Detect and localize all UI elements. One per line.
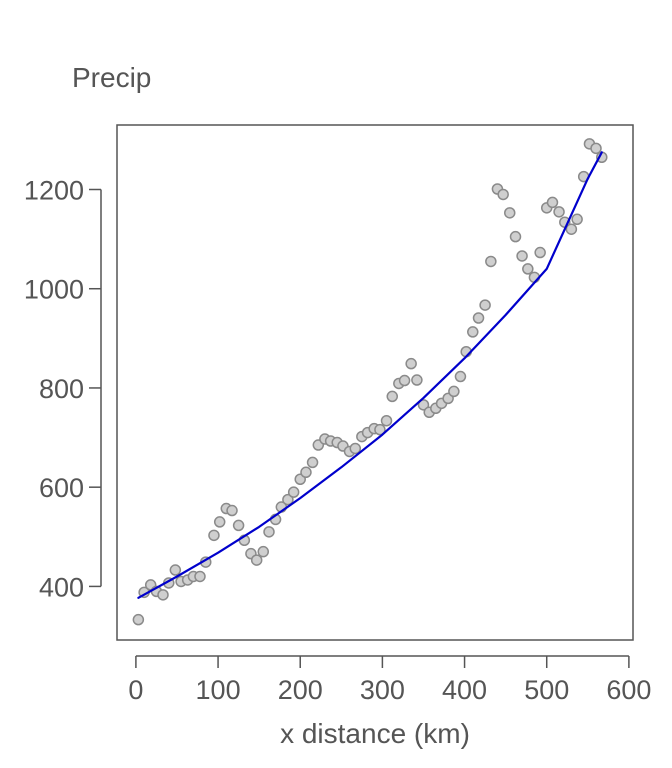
data-point xyxy=(516,250,528,262)
data-point xyxy=(232,519,245,532)
data-point xyxy=(417,399,430,411)
data-point xyxy=(306,456,319,469)
data-point xyxy=(300,466,312,479)
x-tick-label: 200 xyxy=(278,675,323,705)
data-point xyxy=(565,223,578,235)
plot-area: 0 100 200 300 400 500 600 400 600 800 1000 1200 xyxy=(24,124,651,705)
data-point xyxy=(282,493,294,506)
y-tick-label: 1200 xyxy=(24,175,84,205)
x-tick-label: 300 xyxy=(360,675,405,705)
data-point xyxy=(257,545,270,558)
fit-line xyxy=(137,151,603,599)
data-point xyxy=(157,589,169,601)
data-point xyxy=(208,529,220,542)
x-tick-label: 500 xyxy=(524,675,569,705)
data-point xyxy=(534,246,546,259)
data-point xyxy=(398,374,411,387)
data-point xyxy=(169,564,182,576)
data-point xyxy=(250,554,263,566)
data-point xyxy=(504,207,516,219)
data-point xyxy=(485,255,497,268)
data-point xyxy=(405,357,417,370)
x-axis-label: x distance (km) xyxy=(280,718,470,749)
x-tick-label: 600 xyxy=(606,675,651,705)
chart-title: Precip xyxy=(72,62,151,93)
plot-frame xyxy=(116,124,634,641)
data-point xyxy=(479,299,491,311)
data-point xyxy=(497,188,509,201)
data-point xyxy=(472,312,485,324)
data-point xyxy=(380,414,393,427)
data-point xyxy=(374,423,386,436)
data-point xyxy=(522,263,534,275)
data-point xyxy=(226,504,238,517)
data-point xyxy=(213,516,226,528)
y-tick-label: 1000 xyxy=(24,275,84,305)
data-point xyxy=(411,374,423,386)
data-point xyxy=(553,206,565,218)
data-point xyxy=(349,442,362,455)
data-point xyxy=(509,230,522,243)
y-tick-label: 600 xyxy=(39,473,84,503)
x-tick-label: 400 xyxy=(442,675,487,705)
y-tick-label: 400 xyxy=(39,572,84,602)
y-tick-label: 800 xyxy=(39,374,84,404)
data-point xyxy=(448,385,460,398)
x-tick-label: 100 xyxy=(196,675,241,705)
data-point xyxy=(454,370,467,383)
data-point xyxy=(571,213,583,226)
data-point xyxy=(194,570,206,583)
data-point xyxy=(132,613,145,626)
data-point xyxy=(263,526,275,538)
data-point xyxy=(287,486,300,498)
data-point xyxy=(467,326,479,338)
data-point xyxy=(386,390,399,403)
x-tick-label: 0 xyxy=(128,675,143,705)
data-point xyxy=(546,196,559,209)
data-point xyxy=(590,142,602,155)
